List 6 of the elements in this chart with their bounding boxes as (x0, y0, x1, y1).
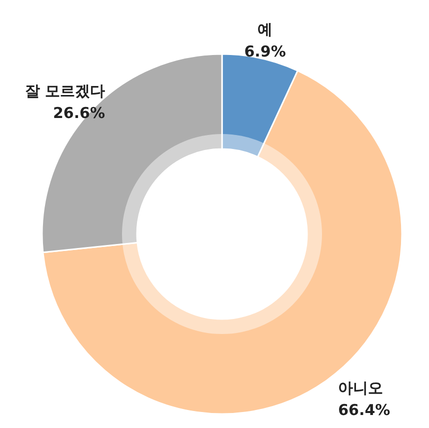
data-label: 6.9% (244, 42, 286, 61)
data-label: 26.6% (52, 104, 105, 122)
data-label: 66.4% (338, 400, 390, 419)
slice-label: 예 (258, 20, 273, 39)
slice-label: 잘 모르겠다 (24, 82, 105, 100)
slice-label: 아니오 (338, 378, 384, 397)
